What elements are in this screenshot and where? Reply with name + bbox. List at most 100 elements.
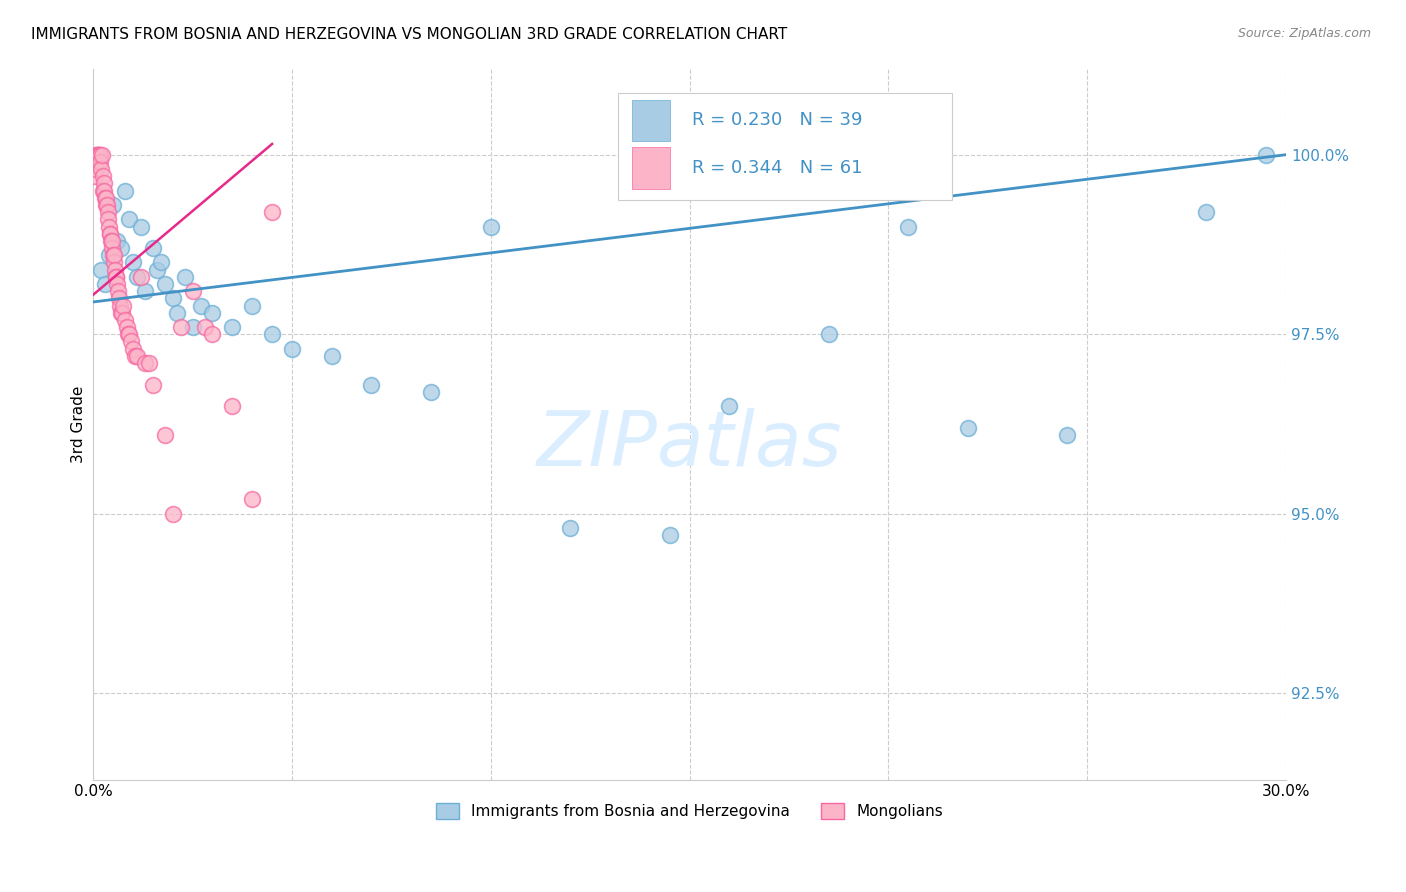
Text: R = 0.344   N = 61: R = 0.344 N = 61 <box>692 159 862 178</box>
Point <box>181 284 204 298</box>
Point <box>90 147 112 161</box>
Point <box>221 320 243 334</box>
Point <box>98 219 121 234</box>
Point <box>240 492 263 507</box>
Point <box>105 269 128 284</box>
Point <box>100 234 122 248</box>
Point <box>111 306 134 320</box>
Point <box>125 349 148 363</box>
Y-axis label: 3rd Grade: 3rd Grade <box>72 385 86 463</box>
Point <box>181 320 204 334</box>
Point <box>98 248 121 262</box>
Point <box>98 227 121 241</box>
Point <box>190 299 212 313</box>
Point <box>420 384 443 399</box>
Point <box>110 241 132 255</box>
Point <box>101 198 124 212</box>
Point <box>103 248 125 262</box>
Point <box>104 269 127 284</box>
Point <box>124 349 146 363</box>
Point <box>118 327 141 342</box>
FancyBboxPatch shape <box>619 94 952 200</box>
Point <box>94 191 117 205</box>
Point <box>201 327 224 342</box>
Point <box>98 227 121 241</box>
Point <box>360 377 382 392</box>
Point <box>146 262 169 277</box>
Point <box>262 327 284 342</box>
Point <box>120 334 142 349</box>
Legend: Immigrants from Bosnia and Herzegovina, Mongolians: Immigrants from Bosnia and Herzegovina, … <box>430 797 949 825</box>
Point <box>162 507 184 521</box>
Text: ZIPatlas: ZIPatlas <box>537 409 842 483</box>
Point <box>115 320 138 334</box>
Point <box>118 212 141 227</box>
Point <box>1254 147 1277 161</box>
Point <box>817 327 839 342</box>
Point <box>201 306 224 320</box>
Point <box>122 255 145 269</box>
Point <box>111 299 134 313</box>
Point <box>110 306 132 320</box>
Point <box>138 356 160 370</box>
Point <box>108 299 131 313</box>
Point <box>86 147 108 161</box>
Point <box>142 241 165 255</box>
Point <box>262 205 284 219</box>
Point <box>114 313 136 327</box>
Point <box>114 184 136 198</box>
Point <box>89 147 111 161</box>
Point <box>134 356 156 370</box>
Point <box>93 184 115 198</box>
Point <box>97 212 120 227</box>
Point <box>104 262 127 277</box>
Point <box>90 262 112 277</box>
Point <box>1056 427 1078 442</box>
Point <box>94 277 117 291</box>
Point <box>173 269 195 284</box>
Point <box>117 327 139 342</box>
Point <box>86 147 108 161</box>
Point <box>93 177 115 191</box>
Point <box>97 205 120 219</box>
Point <box>87 147 110 161</box>
Point <box>105 234 128 248</box>
Point <box>101 234 124 248</box>
Point <box>96 198 118 212</box>
Text: R = 0.230   N = 39: R = 0.230 N = 39 <box>692 112 862 129</box>
Point <box>166 306 188 320</box>
Point <box>122 342 145 356</box>
Point <box>897 219 920 234</box>
Point <box>221 399 243 413</box>
Point <box>129 269 152 284</box>
Point <box>125 269 148 284</box>
Point <box>718 399 741 413</box>
Point <box>153 427 176 442</box>
Point <box>84 169 107 184</box>
Point <box>153 277 176 291</box>
Point <box>240 299 263 313</box>
Point <box>1195 205 1218 219</box>
Point <box>956 420 979 434</box>
Point <box>94 198 117 212</box>
Point <box>101 248 124 262</box>
Point <box>134 284 156 298</box>
Point <box>107 284 129 298</box>
Point <box>89 147 111 161</box>
Point <box>91 184 114 198</box>
Point <box>193 320 215 334</box>
Point <box>321 349 343 363</box>
Text: Source: ZipAtlas.com: Source: ZipAtlas.com <box>1237 27 1371 40</box>
Point <box>91 169 114 184</box>
Point <box>658 528 681 542</box>
Point <box>103 255 125 269</box>
Point <box>96 191 118 205</box>
Point <box>560 521 582 535</box>
Point <box>84 162 107 177</box>
Point <box>169 320 191 334</box>
Point <box>87 147 110 161</box>
Point <box>105 277 128 291</box>
Text: IMMIGRANTS FROM BOSNIA AND HERZEGOVINA VS MONGOLIAN 3RD GRADE CORRELATION CHART: IMMIGRANTS FROM BOSNIA AND HERZEGOVINA V… <box>31 27 787 42</box>
FancyBboxPatch shape <box>633 100 671 141</box>
Point <box>281 342 304 356</box>
